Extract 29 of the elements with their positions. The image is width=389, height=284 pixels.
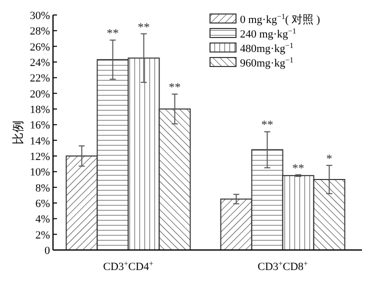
y-tick-label: 16% bbox=[30, 120, 50, 132]
annotation: * bbox=[326, 151, 332, 166]
y-tick-label: 24% bbox=[30, 57, 50, 69]
y-tick-label: 8% bbox=[35, 182, 50, 194]
y-tick-label: 12% bbox=[30, 151, 50, 163]
legend-label: 480mg·kg$^{−1}$ bbox=[240, 40, 294, 55]
y-tick-label: 14% bbox=[30, 135, 50, 148]
y-tick-label: 2% bbox=[35, 229, 50, 242]
y-axis-title: 比例 bbox=[11, 120, 25, 144]
x-tick-label: CD3$^{+}$CD4$^{+}$ bbox=[103, 258, 154, 273]
y-tick-label: 6% bbox=[35, 198, 50, 210]
annotation: ** bbox=[138, 20, 150, 34]
y-tick-label: 10% bbox=[30, 166, 50, 179]
y-tick-label: 18% bbox=[30, 104, 50, 116]
annotation: ** bbox=[261, 118, 274, 132]
y-tick-label: 22% bbox=[30, 72, 50, 85]
y-tick-label: 30% bbox=[30, 10, 50, 22]
y-tick-label: 26% bbox=[30, 41, 50, 54]
annotation: ** bbox=[106, 26, 119, 40]
legend-label: 0 mg·kg$^{−1}$( 对照 ) bbox=[240, 12, 320, 26]
legend-label: 960mg·kg$^{−1}$ bbox=[240, 55, 294, 70]
annotation: ** bbox=[168, 80, 181, 94]
y-tick-label: 0 bbox=[44, 245, 50, 257]
legend-label: 240 mg·kg$^{−1}$ bbox=[240, 26, 296, 40]
y-tick-label: 20% bbox=[30, 88, 50, 100]
annotation: ** bbox=[292, 160, 304, 175]
y-tick-label: 28% bbox=[30, 26, 50, 38]
x-tick-label: CD3$^{+}$CD8$^{+}$ bbox=[258, 258, 308, 273]
y-tick-label: 4% bbox=[35, 214, 50, 226]
